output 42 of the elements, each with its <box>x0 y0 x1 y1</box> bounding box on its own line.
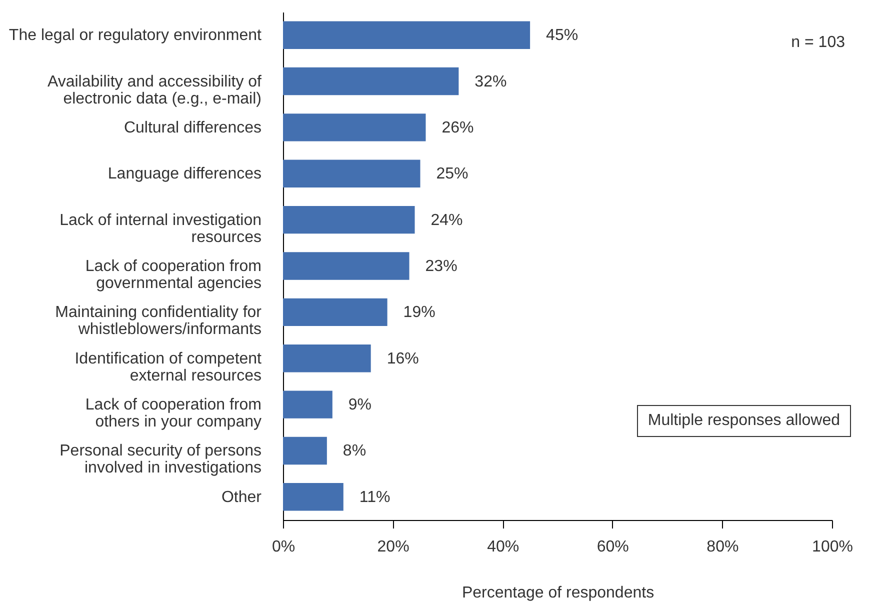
y-tick-label: Lack of cooperation from others in your company <box>85 396 262 431</box>
data-label: 25% <box>436 166 468 183</box>
y-tick-label: The legal or regulatory environment <box>8 27 262 44</box>
y-tick-label: Other <box>221 488 262 506</box>
data-label: 45% <box>546 27 578 44</box>
y-tick-label: Lack of cooperation from governmental agencies <box>85 258 262 292</box>
annotation: Multiple responses allowed <box>636 405 851 437</box>
bar <box>283 344 371 372</box>
x-tick-label: 40% <box>487 538 520 556</box>
bar <box>283 67 459 96</box>
data-label: 19% <box>403 304 436 322</box>
annotation: n = 103 <box>791 34 845 52</box>
bar <box>283 298 388 326</box>
x-tick-label: 60% <box>596 538 629 556</box>
data-label: 24% <box>430 212 463 229</box>
bar <box>283 114 426 142</box>
x-tick-label: 20% <box>377 538 410 556</box>
x-tick-label: 80% <box>706 538 739 556</box>
bar <box>283 483 344 511</box>
y-tick-label: Identification of competent external resources <box>74 350 262 384</box>
y-tick-label: Availability and accessibility of electronic data (e.g., e-mail) <box>47 73 262 108</box>
data-label: 16% <box>386 350 419 368</box>
y-tick-label: Maintaining confidentiality for whistleblowers/informants <box>55 304 262 338</box>
y-tick-label: Language differences <box>108 166 262 183</box>
bar <box>283 206 415 234</box>
bar <box>283 436 327 465</box>
bar <box>283 390 332 418</box>
data-label: 23% <box>425 258 458 275</box>
y-tick-label: Lack of internal investigation resources <box>60 212 262 246</box>
bar <box>283 252 410 280</box>
x-tick-label: 100% <box>812 538 853 556</box>
data-label: 8% <box>342 442 366 460</box>
data-label: 26% <box>442 119 474 136</box>
x-tick-label: 0% <box>272 538 296 556</box>
y-tick-label: Cultural differences <box>124 119 262 136</box>
bar <box>283 160 420 188</box>
data-label: 32% <box>474 73 507 90</box>
x-axis-title: Percentage of respondents <box>462 584 654 602</box>
y-tick-label: Personal security of persons involved in investigations <box>60 442 262 477</box>
data-label: 11% <box>359 488 390 506</box>
bar <box>283 21 530 49</box>
data-label: 9% <box>348 396 372 414</box>
